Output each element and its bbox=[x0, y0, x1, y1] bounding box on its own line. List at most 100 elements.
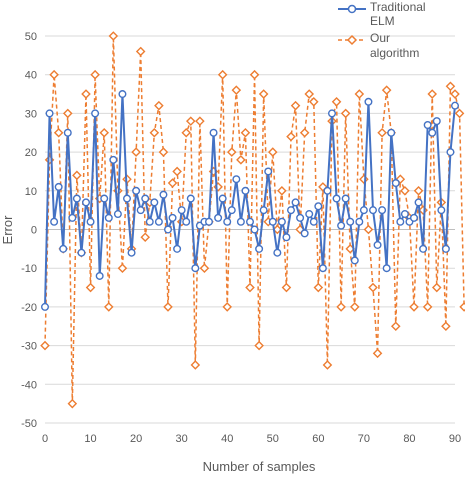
data-point-traditional-elm bbox=[186, 194, 195, 203]
data-point-our-algorithm bbox=[149, 127, 160, 138]
data-point-traditional-elm bbox=[77, 248, 86, 257]
data-point-our-algorithm bbox=[318, 182, 328, 192]
x-tick-label: 50 bbox=[267, 433, 279, 445]
data-point-traditional-elm bbox=[109, 155, 118, 164]
data-point-traditional-elm bbox=[341, 194, 350, 203]
y-tick-label: -30 bbox=[21, 341, 37, 353]
data-point-our-algorithm bbox=[286, 131, 296, 142]
data-point-our-algorithm bbox=[377, 127, 387, 138]
data-point-our-algorithm bbox=[422, 302, 433, 312]
data-point-our-algorithm bbox=[135, 46, 146, 57]
y-tick-label: -40 bbox=[21, 379, 37, 391]
data-point-traditional-elm bbox=[369, 206, 378, 215]
data-point-traditional-elm bbox=[291, 198, 300, 207]
data-point-traditional-elm bbox=[104, 213, 113, 222]
data-point-traditional-elm bbox=[309, 217, 318, 226]
data-point-traditional-elm bbox=[432, 117, 441, 126]
data-point-traditional-elm bbox=[241, 186, 250, 195]
legend-item-our-algorithm: Our algorithm bbox=[338, 31, 419, 60]
data-point-our-algorithm bbox=[99, 127, 110, 138]
data-point-traditional-elm bbox=[428, 128, 437, 137]
data-point-our-algorithm bbox=[450, 89, 460, 99]
data-point-traditional-elm bbox=[159, 190, 168, 199]
data-point-our-algorithm bbox=[108, 31, 119, 41]
data-point-our-algorithm bbox=[258, 89, 269, 99]
data-point-traditional-elm bbox=[145, 217, 154, 226]
data-point-traditional-elm bbox=[182, 217, 191, 226]
data-point-our-algorithm bbox=[81, 89, 91, 99]
data-point-our-algorithm bbox=[359, 174, 369, 184]
data-point-traditional-elm bbox=[414, 198, 423, 207]
data-point-our-algorithm bbox=[304, 89, 315, 99]
data-point-our-algorithm bbox=[354, 89, 365, 99]
data-point-our-algorithm bbox=[254, 340, 264, 351]
data-point-our-algorithm bbox=[240, 127, 251, 138]
x-axis-tick-labels: 0 10 20 30 40 50 60 70 80 90 bbox=[42, 433, 461, 445]
data-point-traditional-elm bbox=[41, 302, 50, 311]
data-point-traditional-elm bbox=[154, 217, 163, 226]
data-point-traditional-elm bbox=[191, 264, 200, 273]
data-point-our-algorithm bbox=[349, 302, 360, 312]
series-our-algorithm bbox=[40, 31, 465, 409]
y-tick-label: 10 bbox=[25, 186, 37, 198]
data-point-our-algorithm bbox=[62, 108, 73, 119]
y-tick-label: 30 bbox=[25, 108, 37, 120]
data-point-traditional-elm bbox=[396, 217, 405, 226]
data-point-our-algorithm bbox=[413, 186, 424, 196]
data-point-traditional-elm bbox=[382, 264, 391, 273]
data-point-our-algorithm bbox=[117, 263, 128, 273]
data-point-our-algorithm bbox=[363, 224, 374, 235]
data-point-our-algorithm bbox=[336, 302, 346, 312]
series-layer bbox=[40, 31, 465, 409]
data-point-traditional-elm bbox=[355, 217, 364, 226]
data-point-our-algorithm bbox=[372, 348, 383, 359]
data-point-traditional-elm bbox=[68, 213, 77, 222]
data-point-traditional-elm bbox=[218, 194, 227, 203]
data-point-traditional-elm bbox=[337, 221, 346, 230]
data-point-traditional-elm bbox=[72, 194, 81, 203]
data-point-traditional-elm bbox=[287, 206, 296, 215]
data-point-traditional-elm bbox=[163, 225, 172, 234]
x-tick-label: 30 bbox=[176, 433, 188, 445]
x-tick-label: 90 bbox=[449, 433, 461, 445]
data-point-our-algorithm bbox=[103, 302, 114, 312]
data-point-our-algorithm bbox=[368, 282, 378, 293]
data-point-traditional-elm bbox=[245, 217, 254, 226]
data-point-traditional-elm bbox=[346, 217, 355, 226]
data-point-traditional-elm bbox=[63, 128, 72, 137]
data-point-traditional-elm bbox=[419, 244, 428, 253]
data-point-traditional-elm bbox=[323, 186, 332, 195]
data-point-our-algorithm bbox=[331, 97, 342, 107]
x-tick-label: 0 bbox=[42, 433, 48, 445]
y-axis-tick-labels: -50 -40 -30 -20 -10 0 10 20 30 40 50 bbox=[21, 31, 37, 430]
data-point-our-algorithm bbox=[53, 127, 64, 138]
data-point-traditional-elm bbox=[410, 213, 419, 222]
data-point-traditional-elm bbox=[441, 244, 450, 253]
data-point-traditional-elm bbox=[127, 248, 136, 257]
y-tick-label: -50 bbox=[21, 418, 37, 430]
data-point-traditional-elm bbox=[305, 210, 314, 219]
data-point-our-algorithm bbox=[390, 321, 401, 332]
data-point-our-algorithm bbox=[267, 147, 278, 157]
data-point-traditional-elm bbox=[373, 240, 382, 249]
data-point-traditional-elm bbox=[277, 217, 286, 226]
y-tick-label: -20 bbox=[21, 302, 37, 314]
data-point-traditional-elm bbox=[173, 244, 182, 253]
data-point-traditional-elm bbox=[332, 194, 341, 203]
data-point-traditional-elm bbox=[81, 198, 90, 207]
data-point-traditional-elm bbox=[364, 97, 373, 106]
legend-label-traditional-elm: Traditional ELM bbox=[370, 0, 429, 28]
data-point-our-algorithm bbox=[222, 302, 233, 312]
legend-label-our-algorithm-line1: Our bbox=[370, 31, 390, 45]
data-point-our-algorithm bbox=[459, 302, 465, 312]
data-point-our-algorithm bbox=[308, 97, 319, 107]
data-point-traditional-elm bbox=[400, 210, 409, 219]
data-point-our-algorithm bbox=[281, 282, 292, 293]
data-point-traditional-elm bbox=[314, 202, 323, 211]
x-tick-label: 80 bbox=[403, 433, 415, 445]
data-point-traditional-elm bbox=[282, 233, 291, 242]
x-tick-label: 20 bbox=[130, 433, 142, 445]
data-point-our-algorithm bbox=[340, 108, 351, 119]
legend-label-our-algorithm: Our algorithm bbox=[370, 31, 419, 60]
